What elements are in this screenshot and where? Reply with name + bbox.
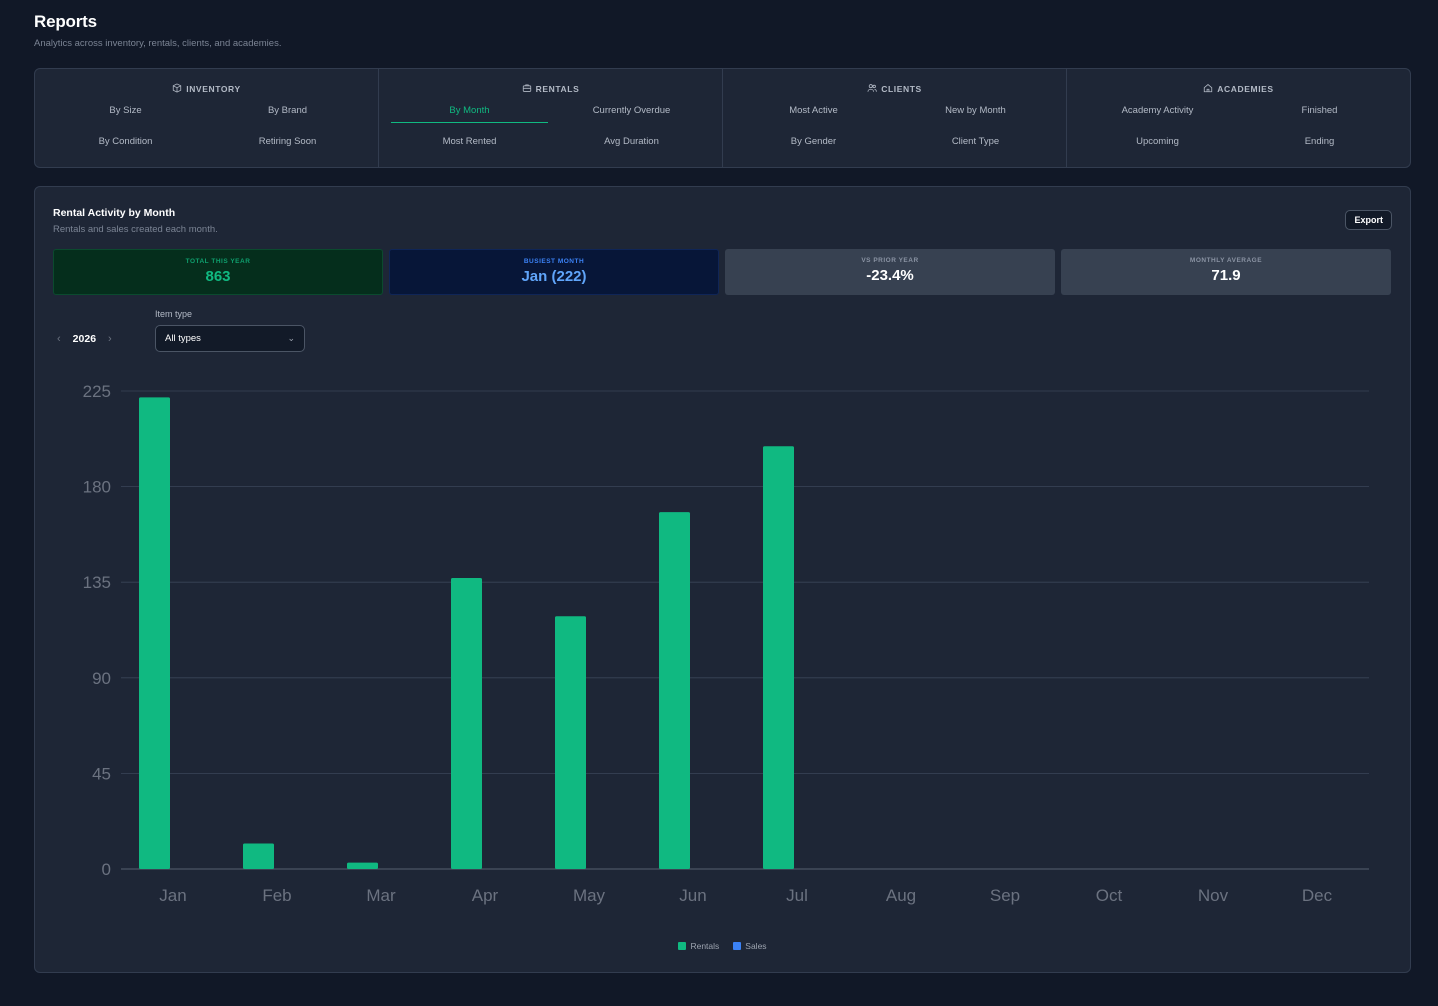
x-tick-label: Sep [990, 886, 1020, 905]
x-tick-label: Dec [1302, 886, 1333, 905]
bar-rentals-jun[interactable] [659, 512, 690, 869]
x-tick-label: Jul [786, 886, 808, 905]
x-tick-label: Feb [262, 886, 291, 905]
legend-swatch-sales [733, 942, 742, 950]
bar-rentals-apr[interactable] [451, 577, 482, 869]
legend-swatch-rentals [678, 942, 687, 950]
stat-label: BUSIEST MONTH [523, 258, 585, 265]
nav-group-header: RENTALS [379, 83, 722, 95]
x-tick-label: Aug [886, 886, 916, 905]
x-tick-label: Jan [159, 886, 186, 905]
bar-rentals-mar[interactable] [347, 862, 378, 869]
item-type-select[interactable]: All types ⌄ [155, 325, 305, 352]
bar-rentals-jan[interactable] [139, 397, 170, 869]
legend-label-rentals: Rentals [690, 941, 720, 951]
nav-group-header: CLIENTS [723, 83, 1066, 95]
legend-label-sales: Sales [745, 941, 767, 951]
nav-item-by-condition[interactable]: By Condition [98, 136, 153, 147]
nav-group-title: INVENTORY [186, 84, 241, 94]
bar-rentals-jul[interactable] [763, 446, 794, 869]
y-tick-label: 45 [92, 764, 111, 783]
stat-value: 71.9 [1211, 267, 1241, 284]
panel-subtitle: Rentals and sales created each month. [53, 224, 218, 235]
nav-item-upcoming[interactable]: Upcoming [1136, 136, 1179, 147]
stat-value: Jan (222) [521, 268, 587, 285]
chevron-left-icon[interactable]: ‹ [57, 333, 61, 345]
stat-label: MONTHLY AVERAGE [1189, 257, 1263, 264]
stat-value: -23.4% [866, 267, 914, 284]
stat-total-this-year: TOTAL THIS YEAR 863 [53, 249, 383, 295]
nav-group-academies: ACADEMIES Academy Activity Finished Upco… [1067, 69, 1410, 167]
page-header: Reports Analytics across inventory, rent… [34, 12, 281, 49]
nav-group-title: ACADEMIES [1217, 84, 1274, 94]
year-value: 2026 [72, 333, 97, 345]
nav-item-client-type[interactable]: Client Type [951, 136, 1000, 147]
nav-item-most-active[interactable]: Most Active [789, 105, 838, 116]
stat-label: TOTAL THIS YEAR [185, 258, 251, 265]
x-tick-label: Oct [1096, 886, 1123, 905]
home-icon [1203, 83, 1213, 95]
export-button[interactable]: Export [1345, 210, 1392, 230]
x-tick-label: May [573, 886, 606, 905]
nav-item-ending[interactable]: Ending [1304, 136, 1335, 147]
page-title: Reports [34, 12, 97, 31]
legend-item-sales[interactable]: Sales [733, 941, 767, 951]
stat-value: 863 [205, 268, 231, 285]
stat-busiest-month: BUSIEST MONTH Jan (222) [389, 249, 719, 295]
chevron-down-icon: ⌄ [287, 333, 295, 343]
x-tick-label: Apr [472, 886, 499, 905]
nav-group-title: RENTALS [535, 84, 580, 94]
page-subtitle: Analytics across inventory, rentals, cli… [34, 38, 282, 49]
stat-vs-prior-year: VS PRIOR YEAR -23.4% [725, 249, 1055, 295]
y-tick-label: 0 [102, 860, 111, 879]
year-selector: ‹ 2026 › [57, 333, 112, 345]
nav-group-header: ACADEMIES [1067, 83, 1410, 95]
bar-rentals-may[interactable] [555, 616, 586, 869]
nav-item-avg-duration[interactable]: Avg Duration [604, 136, 659, 147]
legend-item-rentals[interactable]: Rentals [678, 941, 719, 951]
item-type-label: Item type [155, 309, 193, 319]
nav-group-clients: CLIENTS Most Active New by Month By Gend… [723, 69, 1067, 167]
nav-item-by-size[interactable]: By Size [109, 105, 142, 116]
report-panel: Rental Activity by Month Rentals and sal… [34, 186, 1411, 973]
nav-item-most-rented[interactable]: Most Rented [442, 136, 497, 147]
stat-label: VS PRIOR YEAR [861, 257, 919, 264]
report-nav: INVENTORY By Size By Brand By Condition … [34, 68, 1411, 168]
x-tick-label: Nov [1198, 886, 1229, 905]
nav-item-by-brand[interactable]: By Brand [267, 105, 308, 116]
panel-title: Rental Activity by Month [53, 207, 176, 219]
stat-monthly-average: MONTHLY AVERAGE 71.9 [1061, 249, 1391, 295]
nav-item-currently-overdue[interactable]: Currently Overdue [592, 105, 671, 116]
y-tick-label: 180 [83, 478, 111, 497]
bar-rentals-feb[interactable] [243, 843, 274, 869]
briefcase-icon [522, 83, 532, 95]
item-type-value: All types [165, 333, 201, 344]
rental-activity-chart: 0 45 90 135 180 225 Jan Feb Mar Apr May Jun Jul Aug Se… [83, 382, 1369, 905]
nav-item-new-by-month[interactable]: New by Month [945, 105, 1006, 116]
box-icon [172, 83, 182, 95]
nav-group-inventory: INVENTORY By Size By Brand By Condition … [35, 69, 379, 167]
y-tick-label: 225 [83, 382, 111, 401]
x-tick-label: Jun [679, 886, 706, 905]
nav-item-retiring-soon[interactable]: Retiring Soon [258, 136, 317, 147]
nav-group-title: CLIENTS [881, 84, 922, 94]
nav-group-header: INVENTORY [35, 83, 378, 95]
y-tick-label: 135 [83, 573, 111, 592]
chevron-right-icon[interactable]: › [108, 333, 112, 345]
nav-item-finished[interactable]: Finished [1301, 105, 1338, 116]
chart-legend: Rentals Sales [35, 941, 1410, 951]
nav-item-academy-activity[interactable]: Academy Activity [1121, 105, 1194, 116]
y-tick-label: 90 [92, 669, 111, 688]
nav-item-by-gender[interactable]: By Gender [790, 136, 837, 147]
nav-group-rentals: RENTALS By Month Currently Overdue Most … [379, 69, 723, 167]
nav-item-by-month[interactable]: By Month [391, 105, 548, 123]
x-tick-label: Mar [366, 886, 396, 905]
users-icon [867, 83, 877, 95]
